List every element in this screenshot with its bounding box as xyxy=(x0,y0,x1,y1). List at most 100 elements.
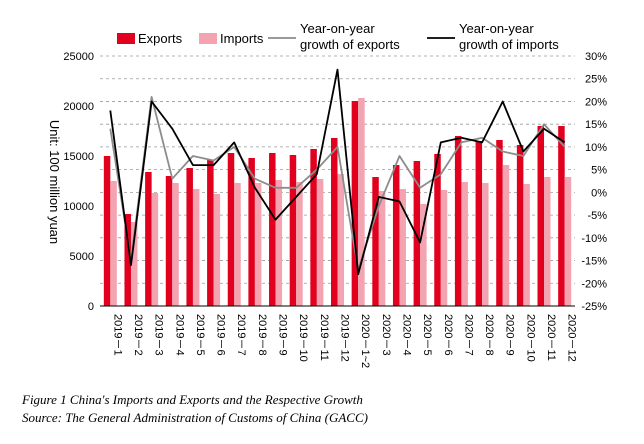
export-bar xyxy=(413,161,421,306)
import-bar xyxy=(213,194,221,306)
export-bar xyxy=(372,177,379,306)
export-bar xyxy=(269,153,276,306)
legend-swatch-exports xyxy=(117,33,135,44)
y2-tick-label: 25% xyxy=(585,74,607,86)
import-bar xyxy=(544,177,551,306)
x-tick-label: 2020－5 xyxy=(421,314,433,356)
import-bar xyxy=(296,182,303,306)
x-tick-label: 2019－9 xyxy=(277,314,289,356)
legend-label-exports-growth-1: Year-on-year xyxy=(300,21,375,36)
legend-label-exports: Exports xyxy=(138,31,183,46)
y2-tick-label: 0% xyxy=(591,187,607,199)
y2-tick-label: 5% xyxy=(591,165,607,177)
x-tick-label: 2019－5 xyxy=(194,314,206,356)
import-bar xyxy=(275,180,283,306)
y2-tick-label: 30% xyxy=(585,51,607,63)
y-tick-label: 0 xyxy=(88,301,94,313)
import-bar xyxy=(564,177,572,306)
y-tick-label: 10000 xyxy=(63,201,94,213)
x-tick-label: 2020－1~2 xyxy=(359,314,371,368)
import-bar xyxy=(358,98,365,306)
x-tick-label: 2019－6 xyxy=(215,314,227,356)
import-bar xyxy=(420,204,427,306)
x-tick-label: 2019－11 xyxy=(318,314,330,361)
imports-growth-line xyxy=(109,68,566,276)
legend-swatch-imports xyxy=(199,33,217,44)
legend: Exports Imports Year-on-year growth of e… xyxy=(117,21,559,52)
y-tick-label: 20000 xyxy=(63,101,94,113)
figure-caption: Figure 1 China's Imports and Exports and… xyxy=(22,392,363,407)
x-tick-label: 2020－7 xyxy=(462,314,474,356)
y2-tick-label: -10% xyxy=(581,233,607,245)
import-bar xyxy=(254,183,262,306)
x-tick-label: 2019－7 xyxy=(235,314,247,356)
y-tick-label: 5000 xyxy=(70,251,94,263)
y-tick-label: 15000 xyxy=(63,151,94,163)
export-bar xyxy=(331,138,338,306)
import-bar xyxy=(523,184,530,306)
legend-label-exports-growth-2: growth of exports xyxy=(300,37,400,52)
export-bar xyxy=(351,101,359,306)
import-bar xyxy=(482,183,489,306)
y2-tick-label: -20% xyxy=(581,278,607,290)
x-tick-label: 2020－8 xyxy=(483,314,495,356)
y2-tick-label: -25% xyxy=(581,301,607,313)
x-tick-label: 2019－10 xyxy=(297,314,309,362)
legend-label-imports-growth-1: Year-on-year xyxy=(459,21,534,36)
x-tick-label: 2019－2 xyxy=(132,314,144,356)
import-bar xyxy=(172,183,179,306)
x-tick-label: 2019－8 xyxy=(256,314,268,356)
import-bar xyxy=(192,189,200,306)
export-bar xyxy=(289,155,297,306)
export-bar xyxy=(145,172,152,306)
x-tick-label: 2019－4 xyxy=(173,314,185,356)
export-bar xyxy=(207,160,214,306)
import-bar xyxy=(502,165,510,306)
y2-tick-label: 15% xyxy=(585,119,607,131)
export-bar xyxy=(434,154,441,306)
export-bar xyxy=(165,176,173,306)
import-bar xyxy=(378,191,386,306)
export-bar xyxy=(103,156,111,306)
export-bar xyxy=(496,140,503,306)
export-bar xyxy=(516,145,524,306)
export-bar xyxy=(124,214,131,306)
export-bar xyxy=(558,126,565,306)
y-axis-label: Unit: 100 million yuan xyxy=(47,120,62,244)
import-bar xyxy=(399,189,406,306)
tick-labels: 0 5000 10000 15000 20000 25000 -25% -20% -15% -10… xyxy=(63,51,607,368)
figure-source: Source: The General Administration of Cu… xyxy=(22,410,368,425)
bars xyxy=(103,98,572,306)
x-tick-label: 2020－9 xyxy=(504,314,516,356)
y2-tick-label: -15% xyxy=(581,256,607,268)
import-bar xyxy=(110,181,117,306)
import-bar xyxy=(316,179,324,306)
x-tick-label: 2019－12 xyxy=(339,314,351,362)
import-bar xyxy=(130,222,138,306)
export-bar xyxy=(475,141,483,306)
export-bar xyxy=(537,126,545,306)
legend-label-imports: Imports xyxy=(220,31,264,46)
x-tick-label: 2020－12 xyxy=(566,314,578,362)
import-bar xyxy=(151,193,159,306)
export-bar xyxy=(248,158,255,306)
x-tick-label: 2020－11 xyxy=(545,314,557,361)
y2-tick-label: -5% xyxy=(587,210,607,222)
y-tick-label: 25000 xyxy=(63,51,94,63)
x-tick-label: 2020－4 xyxy=(401,314,413,356)
export-bar xyxy=(392,165,400,306)
export-bar xyxy=(186,168,193,306)
exports-growth-line xyxy=(109,96,566,271)
import-bar xyxy=(234,183,241,306)
x-tick-label: 2020－10 xyxy=(524,314,536,362)
export-bar xyxy=(310,149,317,306)
x-tick-label: 2019－1 xyxy=(111,314,123,356)
growth-lines xyxy=(109,68,566,276)
x-tick-label: 2020－6 xyxy=(442,314,454,356)
gridlines xyxy=(100,55,575,307)
import-bar xyxy=(440,190,448,306)
y2-tick-label: 10% xyxy=(585,142,607,154)
y2-tick-label: 20% xyxy=(585,96,607,108)
